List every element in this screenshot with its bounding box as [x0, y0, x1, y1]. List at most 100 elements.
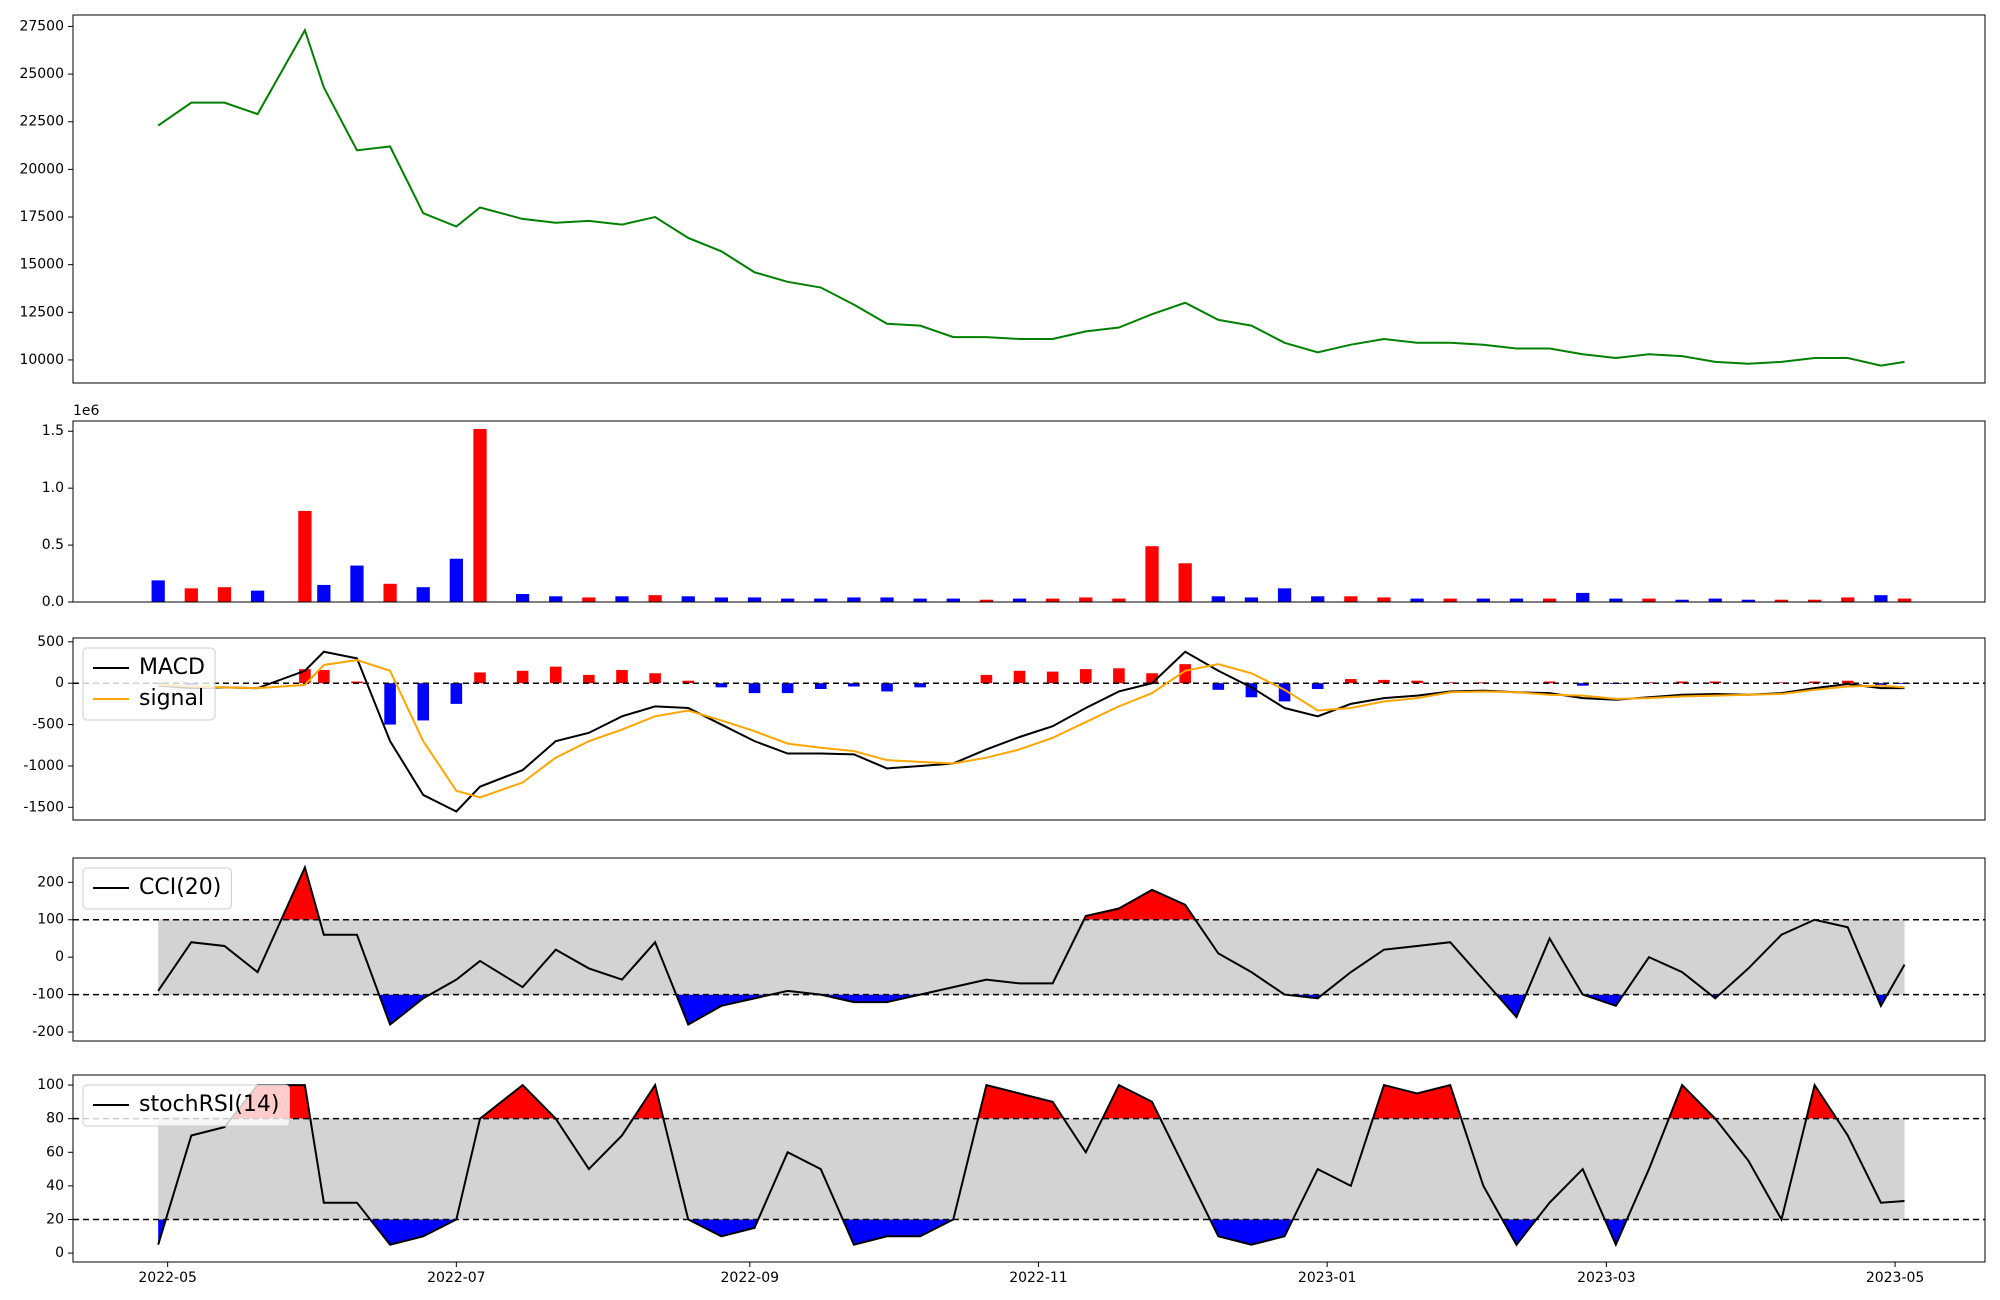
- y-tick-label: 200: [37, 874, 64, 890]
- y-tick-label: 0: [55, 949, 64, 965]
- histogram-bar: [682, 680, 695, 684]
- volume-bar: [979, 599, 994, 602]
- histogram-bar: [318, 669, 330, 684]
- volume-bar: [1443, 598, 1457, 602]
- histogram-bar: [1311, 683, 1324, 689]
- volume-bar: [1112, 598, 1126, 602]
- histogram-bar: [1576, 683, 1589, 686]
- volume-bar: [847, 597, 861, 602]
- histogram-bar: [1212, 683, 1225, 690]
- volume-bar: [1079, 597, 1093, 602]
- histogram-bar: [1378, 679, 1390, 684]
- volume-bar: [814, 598, 828, 602]
- neutral-band: [158, 1118, 1905, 1220]
- histogram-bar: [1775, 682, 1788, 684]
- histogram-bar: [1146, 673, 1158, 684]
- histogram-bar: [299, 669, 311, 684]
- neutral-band: [158, 919, 1905, 995]
- volume-bar: [416, 587, 430, 602]
- volume-bar: [184, 588, 198, 602]
- volume-bar: [1642, 598, 1656, 602]
- overbought-fill: [158, 1085, 1905, 1119]
- histogram-bar: [450, 683, 463, 704]
- y-tick-label: 0: [55, 675, 64, 691]
- histogram-bar: [1676, 681, 1688, 684]
- legend: stochRSI(14): [82, 1084, 290, 1127]
- y-tick-label: 20000: [19, 161, 64, 177]
- axes-frame: [72, 857, 1986, 1042]
- volume-bar: [1509, 598, 1524, 602]
- x-tick-label: 2022-05: [138, 1270, 197, 1286]
- x-tick-label: 2022-07: [427, 1270, 486, 1286]
- volume-bar: [1012, 598, 1027, 602]
- histogram-bar: [384, 683, 396, 725]
- histogram-bar: [1113, 668, 1125, 684]
- histogram-bar: [781, 683, 794, 694]
- histogram-bar: [351, 681, 363, 684]
- volume-bar: [615, 596, 629, 602]
- panel: 0.0 0.5 1.0 1.5 1e6: [42, 403, 1986, 610]
- histogram-bar: [516, 670, 529, 684]
- volume-bar: [913, 598, 927, 602]
- histogram-bar: [649, 673, 661, 684]
- volume-bar: [1609, 598, 1623, 602]
- volume-bar: [217, 587, 232, 602]
- histogram-bar: [1046, 671, 1059, 684]
- overbought-fill: [281, 867, 1196, 920]
- histogram-bar: [748, 683, 761, 694]
- volume-bar: [946, 598, 960, 602]
- histogram-bar: [1345, 679, 1357, 684]
- y-tick-label: 100: [37, 1077, 64, 1093]
- y-tick-label: 1.5: [42, 423, 64, 439]
- histogram-bar: [1245, 683, 1258, 698]
- y-tick-label: 40: [46, 1178, 64, 1194]
- x-tick-label: 2022-11: [1009, 1270, 1068, 1286]
- y-tick-label: 27500: [19, 18, 64, 34]
- histogram-bar: [715, 683, 728, 688]
- volume-bar: [1377, 597, 1391, 602]
- y-tick-label: 0: [55, 1245, 64, 1261]
- legend-label: MACD: [139, 655, 205, 680]
- y-tick-label: 15000: [19, 257, 64, 273]
- y-tick-label: 0.5: [42, 537, 64, 553]
- legend: CCI(20): [82, 867, 232, 910]
- volume-bar: [1046, 598, 1060, 602]
- y-tick-label: 500: [37, 634, 64, 650]
- volume-bar: [515, 594, 530, 602]
- x-tick-label: 2023-03: [1577, 1270, 1636, 1286]
- volume-bar: [298, 510, 312, 602]
- volume-bar: [681, 596, 695, 602]
- panel: -1500 -1000 -500 0 500 MACD signal: [23, 634, 1986, 821]
- volume-bar: [383, 583, 397, 602]
- y-tick-label: 0.0: [42, 594, 64, 610]
- legend-box: [82, 867, 232, 910]
- volume-bar: [1410, 598, 1424, 602]
- legend-box: [82, 647, 216, 721]
- panel: 0 20 40 60 80 100 2022-05 2022-07 2022-09 2022-11…: [37, 1074, 1986, 1286]
- volume-bar: [1576, 592, 1590, 602]
- y-tick-label: -500: [32, 717, 64, 733]
- y-tick-label: 12500: [19, 304, 64, 320]
- volume-bar: [781, 598, 795, 602]
- volume-bar: [582, 597, 596, 602]
- volume-bar: [1211, 596, 1225, 602]
- legend-label: CCI(20): [139, 875, 221, 900]
- legend: MACD signal: [82, 647, 216, 721]
- volume-bar: [1277, 588, 1292, 602]
- volume-bar: [880, 597, 894, 602]
- volume-bar: [1841, 597, 1855, 602]
- volume-bar: [549, 596, 563, 602]
- x-tick-label: 2023-05: [1866, 1270, 1925, 1286]
- histogram-bar: [549, 666, 562, 684]
- volume-bar: [1741, 599, 1755, 602]
- y-tick-label: 80: [46, 1111, 64, 1127]
- y-tick-label: -100: [32, 987, 64, 1003]
- volume-bar: [1344, 596, 1358, 602]
- y-tick-label: -1500: [23, 799, 64, 815]
- histogram-bar: [1278, 683, 1291, 702]
- volume-bar: [250, 590, 265, 602]
- histogram-bar: [848, 683, 860, 687]
- y-tick-label: -1000: [23, 758, 64, 774]
- volume-bar: [1897, 598, 1912, 602]
